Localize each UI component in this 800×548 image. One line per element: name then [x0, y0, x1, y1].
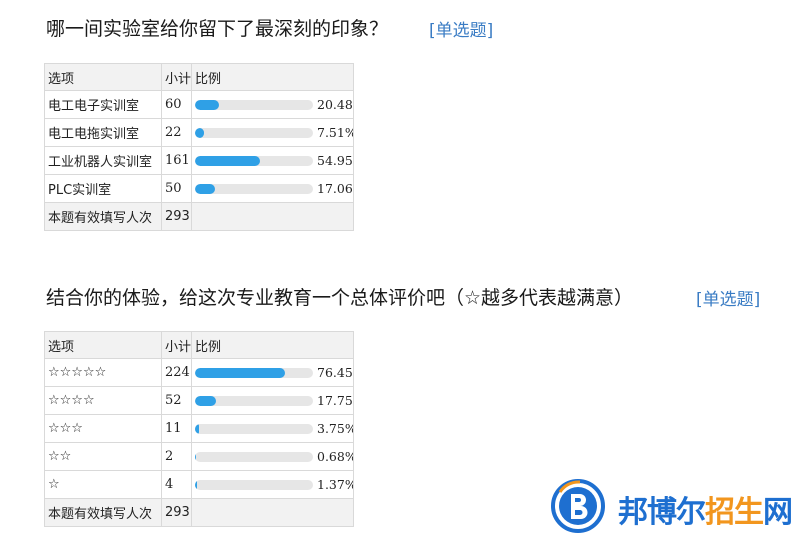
header-option: 选项	[44, 63, 162, 91]
ratio-bar-fill	[195, 99, 220, 110]
ratio-bar	[195, 423, 313, 434]
ratio-bar-fill	[195, 451, 196, 462]
total-row: 本题有效填写人次 293	[44, 498, 354, 527]
question-2-results-table: 选项 小计 比例 ☆☆☆☆☆ 224 76.45% ☆☆☆☆ 52 17.75%…	[44, 331, 354, 527]
star-rating-label: ☆	[44, 470, 162, 499]
option-count: 161	[161, 146, 192, 175]
total-count: 293	[161, 202, 192, 231]
total-empty-cell	[191, 202, 354, 231]
header-count: 小计	[161, 63, 192, 91]
option-label: PLC实训室	[44, 174, 162, 203]
question-1-title: 哪一间实验室给你留下了最深刻的印象？	[46, 18, 389, 40]
table-row: ☆☆☆☆ 52 17.75%	[44, 386, 354, 415]
option-label: 电工电子实训室	[44, 90, 162, 119]
table-row: 电工电子实训室 60 20.48%	[44, 90, 354, 119]
option-count: 60	[161, 90, 192, 119]
total-row: 本题有效填写人次 293	[44, 202, 354, 231]
watermark-logo: 邦博尔招生网	[550, 478, 793, 534]
star-rating-label: ☆☆	[44, 442, 162, 471]
header-ratio: 比例	[191, 63, 354, 91]
option-label: 电工电拖实训室	[44, 118, 162, 147]
question-1-results-table: 选项 小计 比例 电工电子实训室 60 20.48% 电工电拖实训室 22 7.…	[44, 63, 354, 231]
option-percent: 17.75%	[317, 393, 353, 408]
ratio-bar-fill	[195, 367, 286, 378]
ratio-bar-fill	[195, 127, 204, 138]
ratio-bar	[195, 451, 313, 462]
header-option: 选项	[44, 331, 162, 359]
option-count: 2	[161, 442, 192, 471]
total-count: 293	[161, 498, 192, 527]
option-count: 50	[161, 174, 192, 203]
header-count: 小计	[161, 331, 192, 359]
option-count: 4	[161, 470, 192, 499]
ratio-bar	[195, 479, 313, 490]
question-2-title: 结合你的体验，给这次专业教育一个总体评价吧（☆越多代表越满意）	[46, 287, 634, 309]
option-percent: 7.51%	[317, 125, 354, 140]
logo-wordmark: 邦博尔招生网	[618, 487, 793, 531]
table-row: ☆☆☆☆☆ 224 76.45%	[44, 358, 354, 387]
ratio-bar	[195, 127, 313, 138]
ratio-bar-fill	[195, 479, 197, 490]
option-percent: 76.45%	[317, 365, 353, 380]
total-empty-cell	[191, 498, 354, 527]
star-rating-label: ☆☆☆☆	[44, 386, 162, 415]
ratio-bar-fill	[195, 395, 216, 406]
header-ratio: 比例	[191, 331, 354, 359]
option-percent: 20.48%	[317, 97, 353, 112]
logo-b-icon	[551, 479, 605, 533]
ratio-bar-fill	[195, 155, 260, 166]
total-label: 本题有效填写人次	[44, 498, 162, 527]
table-row: PLC实训室 50 17.06%	[44, 174, 354, 203]
option-count: 52	[161, 386, 192, 415]
table-header-row: 选项 小计 比例	[44, 63, 354, 91]
logo-text-part-1: 邦博尔	[618, 495, 706, 530]
ratio-bar	[195, 183, 313, 194]
question-1-type-tag: [单选题]	[429, 21, 494, 41]
ratio-bar-fill	[195, 183, 216, 194]
option-percent: 17.06%	[317, 181, 353, 196]
total-label: 本题有效填写人次	[44, 202, 162, 231]
option-label: 工业机器人实训室	[44, 146, 162, 175]
table-row: 电工电拖实训室 22 7.51%	[44, 118, 354, 147]
ratio-bar	[195, 99, 313, 110]
option-percent: 3.75%	[317, 421, 354, 436]
star-rating-label: ☆☆☆☆☆	[44, 358, 162, 387]
ratio-bar-fill	[195, 423, 200, 434]
table-row: ☆☆☆ 11 3.75%	[44, 414, 354, 443]
logo-text-part-3: 网	[763, 495, 793, 530]
option-percent: 0.68%	[317, 449, 354, 464]
table-row: ☆☆ 2 0.68%	[44, 442, 354, 471]
option-count: 11	[161, 414, 192, 443]
table-row: ☆ 4 1.37%	[44, 470, 354, 499]
logo-text-part-2: 招生	[705, 495, 764, 530]
ratio-bar	[195, 395, 313, 406]
ratio-bar	[195, 155, 313, 166]
option-percent: 54.95%	[317, 153, 353, 168]
table-row: 工业机器人实训室 161 54.95%	[44, 146, 354, 175]
star-rating-label: ☆☆☆	[44, 414, 162, 443]
ratio-bar	[195, 367, 313, 378]
table-header-row: 选项 小计 比例	[44, 331, 354, 359]
option-percent: 1.37%	[317, 477, 354, 492]
option-count: 224	[161, 358, 192, 387]
question-2-type-tag: [单选题]	[696, 290, 761, 310]
option-count: 22	[161, 118, 192, 147]
